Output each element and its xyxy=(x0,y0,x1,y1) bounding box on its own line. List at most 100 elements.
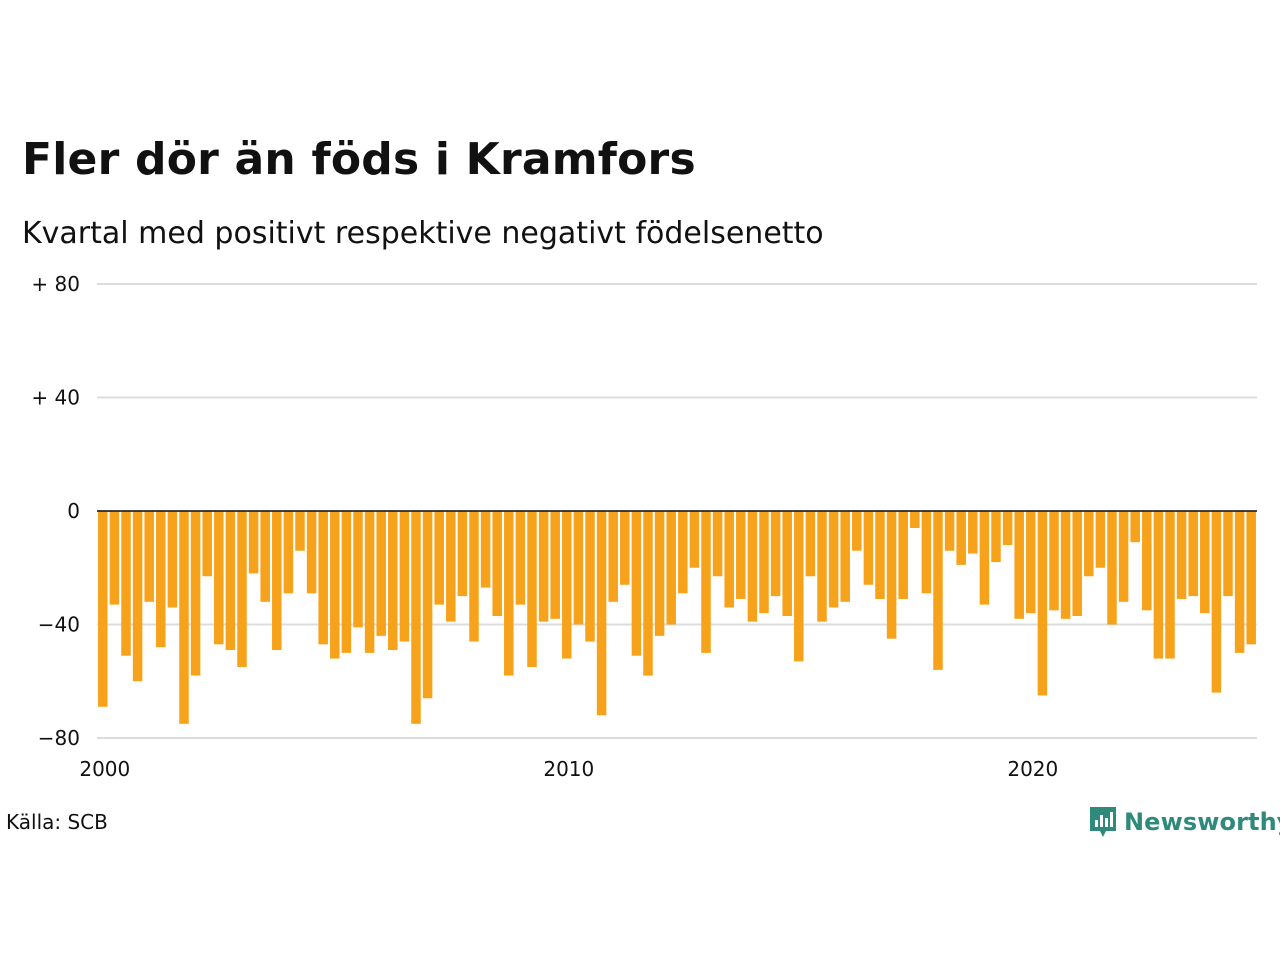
bar xyxy=(364,511,375,653)
bar xyxy=(527,511,537,668)
bar xyxy=(225,511,236,651)
bar xyxy=(1072,511,1082,616)
bar xyxy=(260,511,270,602)
bar xyxy=(1084,511,1094,577)
bar xyxy=(469,511,479,642)
bar xyxy=(852,511,862,551)
bar xyxy=(701,511,711,653)
bar xyxy=(237,511,247,668)
bar xyxy=(341,511,352,653)
bar xyxy=(190,511,201,676)
bar xyxy=(272,511,282,651)
bar xyxy=(132,511,143,682)
y-tick-label: 0 xyxy=(67,499,80,523)
x-tick-label: 2010 xyxy=(543,757,594,781)
bar xyxy=(156,511,166,648)
bar xyxy=(399,511,410,642)
bar xyxy=(109,511,120,605)
y-tick-label: + 40 xyxy=(31,386,80,410)
chart-subtitle: Kvartal med positivt respektive negativt… xyxy=(22,216,824,251)
bar xyxy=(353,511,363,628)
newsworthy-logo-icon xyxy=(1090,807,1116,837)
bar xyxy=(515,511,526,605)
bar xyxy=(840,511,850,602)
bar xyxy=(608,511,618,602)
bar xyxy=(411,511,421,724)
bar xyxy=(388,511,398,651)
bar xyxy=(1002,511,1013,546)
bar xyxy=(457,511,468,597)
bar xyxy=(794,511,804,662)
bar xyxy=(1107,511,1117,625)
bar xyxy=(1049,511,1059,611)
bar xyxy=(596,511,607,716)
bar xyxy=(1153,511,1164,659)
bar xyxy=(1014,511,1024,619)
bar xyxy=(202,511,212,577)
bar xyxy=(573,511,584,625)
source-note: Källa: SCB xyxy=(6,810,108,834)
bar xyxy=(1188,511,1198,597)
chart-title: Fler dör än föds i Kramfors xyxy=(22,134,696,185)
bars xyxy=(97,510,1257,724)
bar xyxy=(167,511,178,608)
bar xyxy=(295,511,305,551)
bar xyxy=(666,511,676,625)
bar xyxy=(643,511,653,676)
bar xyxy=(330,511,340,659)
bar xyxy=(875,511,885,599)
bar xyxy=(504,511,514,676)
y-tick-label: + 80 xyxy=(31,272,80,296)
x-tick-label: 2000 xyxy=(79,757,130,781)
bar xyxy=(747,511,758,622)
bar xyxy=(248,511,259,574)
bar xyxy=(144,511,154,602)
bar xyxy=(678,511,688,594)
bar xyxy=(550,511,560,619)
bar xyxy=(724,511,734,608)
bar xyxy=(562,511,572,659)
bar xyxy=(898,511,908,599)
bar xyxy=(585,511,595,642)
bar xyxy=(956,511,966,565)
bar xyxy=(1200,511,1210,614)
x-axis-labels: 2000 2010 2020 xyxy=(79,757,1058,781)
bar xyxy=(98,511,108,707)
bar xyxy=(828,511,839,608)
bar xyxy=(886,511,897,639)
bar xyxy=(1246,511,1256,645)
bar xyxy=(1118,511,1129,602)
bar xyxy=(1223,511,1233,597)
bar xyxy=(446,511,456,622)
y-tick-label: −40 xyxy=(38,613,80,637)
bar xyxy=(712,511,723,577)
bar xyxy=(736,511,746,599)
bar xyxy=(770,511,781,597)
bar xyxy=(991,511,1001,563)
bar xyxy=(179,511,189,724)
bar xyxy=(1130,511,1140,543)
bar xyxy=(538,511,549,622)
bar xyxy=(944,511,955,551)
bar xyxy=(620,511,630,585)
bar xyxy=(1165,511,1175,659)
bar xyxy=(689,511,700,568)
bar xyxy=(434,511,444,605)
bar xyxy=(1142,511,1152,611)
bar xyxy=(654,511,665,636)
bar xyxy=(782,511,792,616)
bar xyxy=(214,511,224,645)
bar xyxy=(283,511,294,594)
bar xyxy=(631,511,642,656)
bar xyxy=(921,511,932,594)
bar xyxy=(480,511,491,588)
bar xyxy=(422,511,433,699)
bar xyxy=(863,511,874,585)
bar xyxy=(1026,511,1036,614)
brand-logo: Newsworthy xyxy=(1088,805,1280,839)
bar xyxy=(318,511,328,645)
bar xyxy=(968,511,978,554)
y-axis-labels: + 80 + 40 0 −40 −80 xyxy=(31,272,80,750)
bar xyxy=(1060,511,1071,619)
